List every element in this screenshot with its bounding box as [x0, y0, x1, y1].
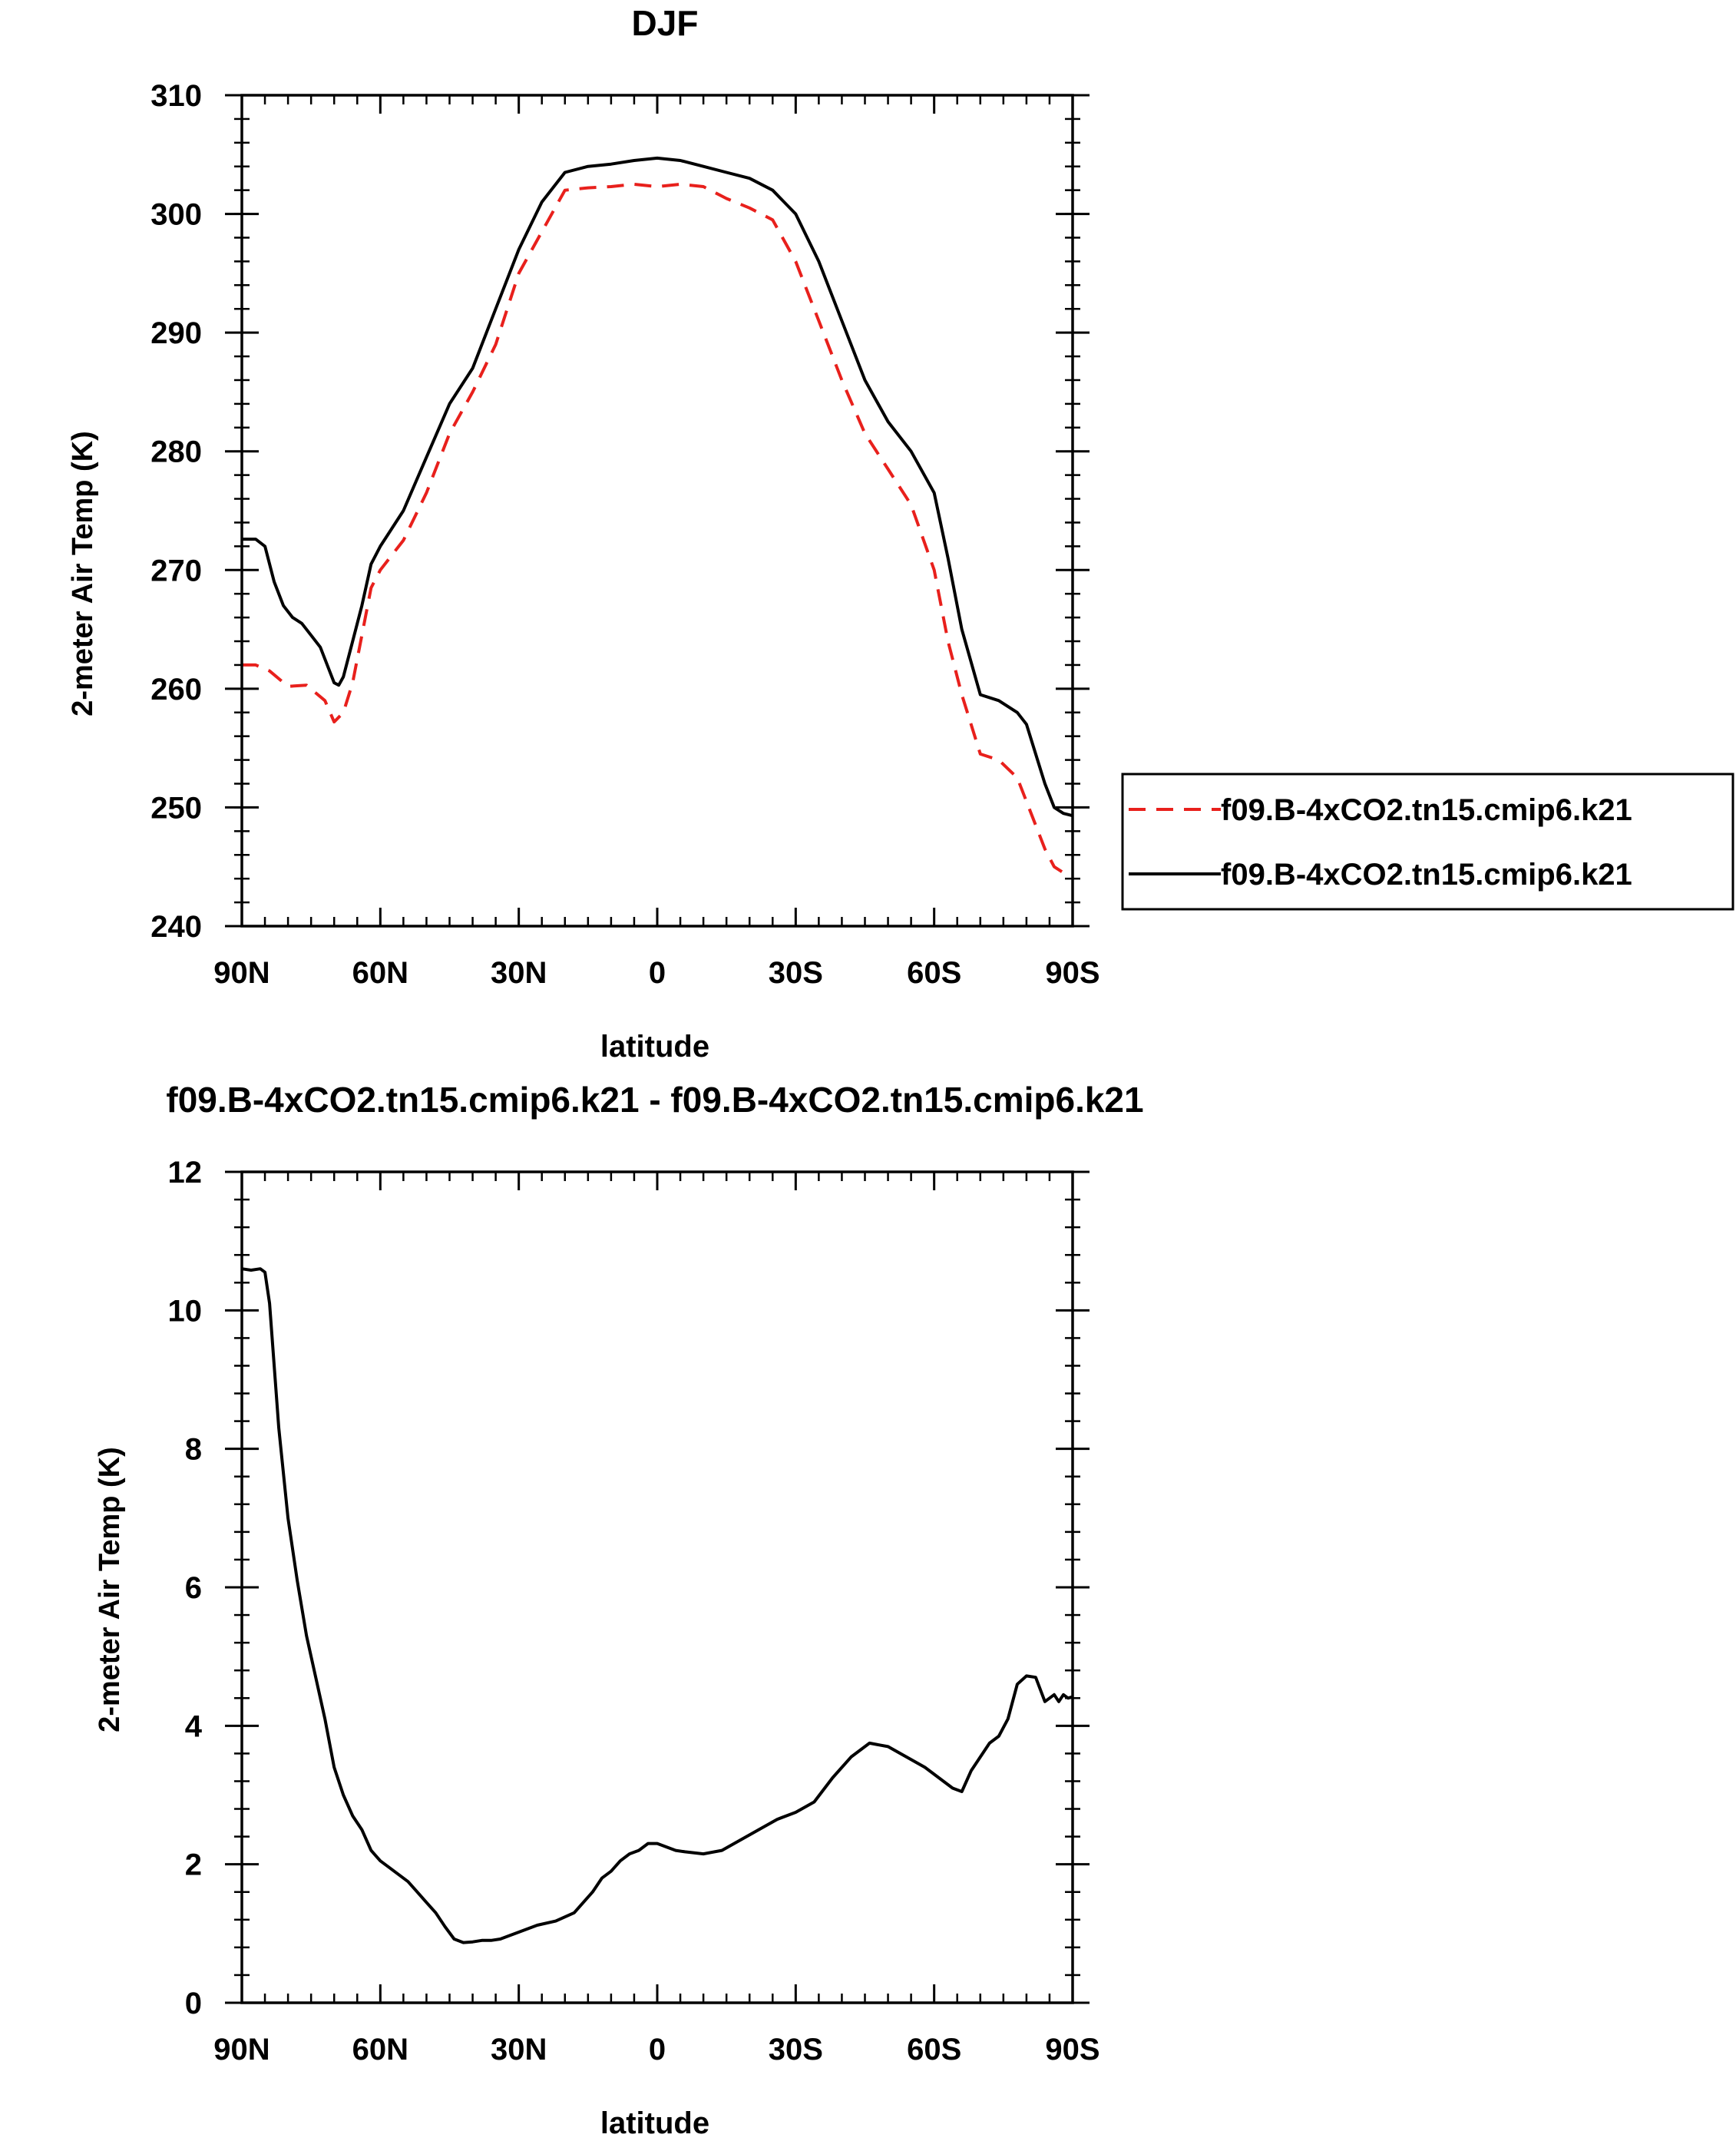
- x-tick-label: 90S: [1045, 2033, 1099, 2067]
- y-tick-label: 280: [150, 435, 202, 469]
- legend-label-solid: f09.B-4xCO2.tn15.cmip6.k21: [1221, 858, 1632, 892]
- chart-title: f09.B-4xCO2.tn15.cmip6.k21 - f09.B-4xCO2…: [166, 1080, 1143, 1120]
- y-tick-label: 310: [150, 79, 202, 113]
- series-lines: [241, 1267, 1073, 1944]
- y-tick-label: 6: [185, 1571, 202, 1605]
- legend: f09.B-4xCO2.tn15.cmip6.k21 f09.B-4xCO2.t…: [1121, 773, 1734, 911]
- series-line-solid: [241, 1267, 1073, 1944]
- x-tick-label: 60S: [907, 956, 961, 990]
- x-tick-label: 90N: [213, 2033, 269, 2067]
- y-tick-label: 8: [185, 1433, 202, 1467]
- y-tick-label: 2: [185, 1848, 202, 1882]
- x-axis-label: latitude: [600, 2106, 709, 2140]
- x-tick-label: 60S: [907, 2033, 961, 2067]
- x-tick-label: 90N: [213, 956, 269, 990]
- x-axis-label: latitude: [600, 1030, 709, 1064]
- y-tick-label: 240: [150, 910, 202, 944]
- x-tick-label: 90S: [1045, 956, 1099, 990]
- axis-ticks: 90N 60N 30N 0 30S 60S 90S 0 2 4 6 8 10 12: [168, 1156, 1100, 2067]
- series-line-dashed: [242, 182, 1073, 877]
- series-line-solid: [242, 156, 1073, 818]
- x-tick-label: 0: [649, 2033, 666, 2067]
- x-tick-label: 60N: [352, 956, 408, 990]
- chart-title: DJF: [632, 3, 699, 43]
- x-tick-label: 30N: [491, 2033, 547, 2067]
- y-tick-label: 250: [150, 791, 202, 825]
- y-tick-label: 300: [150, 198, 202, 232]
- y-axis-label: 2-meter Air Temp (K): [94, 1447, 126, 1732]
- y-tick-label: 10: [168, 1294, 203, 1328]
- series-lines: [242, 156, 1073, 877]
- x-tick-label: 60N: [352, 2033, 408, 2067]
- x-tick-label: 30N: [491, 956, 547, 990]
- legend-box: [1121, 773, 1734, 911]
- plot-frame: [240, 94, 1074, 928]
- y-axis-label: 2-meter Air Temp (K): [67, 431, 99, 716]
- chart-panel-djf: DJF 2-meter Air Temp (K) latitude 90N 60N…: [67, 3, 1100, 1064]
- x-tick-label: 30S: [769, 956, 823, 990]
- x-tick-label: 0: [649, 956, 666, 990]
- axis-ticks: 90N 60N 30N 0 30S 60S 90S 240 250 260 270 280 290 300…: [150, 79, 1099, 990]
- legend-label-dashed: f09.B-4xCO2.tn15.cmip6.k21: [1221, 793, 1632, 827]
- y-tick-label: 260: [150, 673, 202, 706]
- y-tick-label: 270: [150, 554, 202, 587]
- x-tick-label: 30S: [769, 2033, 823, 2067]
- y-tick-label: 0: [185, 1987, 202, 2020]
- chart-panel-difference: f09.B-4xCO2.tn15.cmip6.k21 - f09.B-4xCO2…: [94, 1080, 1144, 2140]
- plot-frame: [240, 1170, 1074, 2004]
- y-tick-label: 4: [185, 1709, 203, 1743]
- y-tick-label: 12: [168, 1156, 203, 1190]
- y-tick-label: 290: [150, 316, 202, 350]
